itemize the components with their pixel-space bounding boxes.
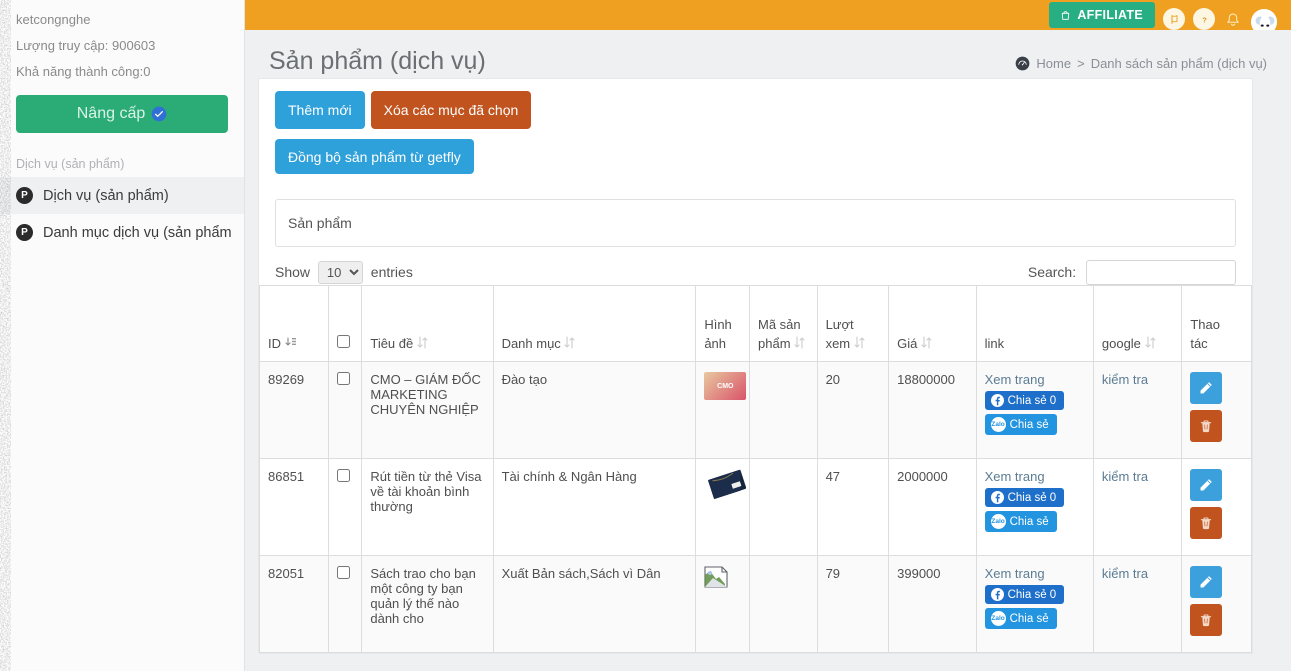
svg-text:?: ? — [1202, 15, 1207, 24]
